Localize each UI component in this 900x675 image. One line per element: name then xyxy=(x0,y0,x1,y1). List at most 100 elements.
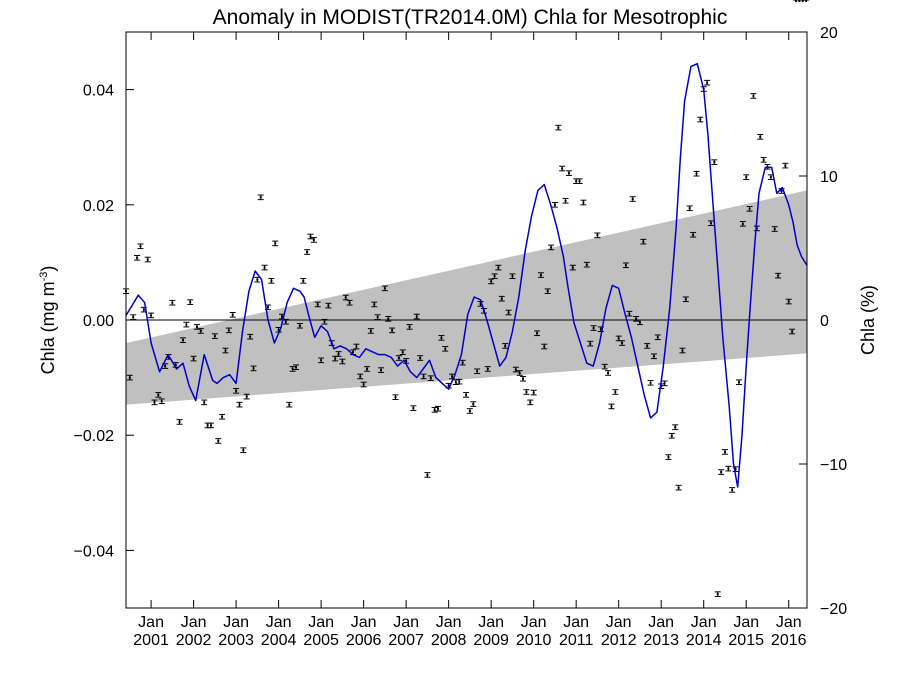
x-tick-month: Jan xyxy=(308,614,334,631)
data-point xyxy=(442,345,449,352)
data-point xyxy=(629,196,636,202)
data-point xyxy=(236,401,243,408)
x-tick-month: Jan xyxy=(648,614,674,631)
x-tick-year: 2007 xyxy=(388,632,424,649)
data-point xyxy=(739,221,746,227)
data-point xyxy=(144,256,151,263)
data-point xyxy=(488,278,495,285)
right-axis: 20 10 0 −10 −20 xyxy=(799,25,847,618)
data-point xyxy=(785,298,792,305)
right-tick-label: −20 xyxy=(820,601,847,618)
data-point xyxy=(126,374,133,381)
data-point xyxy=(201,399,208,406)
x-tick-month: Jan xyxy=(436,614,462,631)
data-point xyxy=(282,318,289,325)
right-axis-label: Chla (%) xyxy=(858,285,878,355)
data-point xyxy=(619,340,626,346)
data-point xyxy=(410,405,417,411)
data-point xyxy=(466,408,473,414)
data-point xyxy=(427,375,434,381)
data-point xyxy=(257,194,264,201)
data-point xyxy=(364,366,371,372)
trend-band-layer xyxy=(126,190,807,405)
data-point xyxy=(530,389,537,396)
data-point xyxy=(215,438,222,444)
x-tick-month: Jan xyxy=(351,614,377,631)
data-point xyxy=(771,226,778,232)
data-point xyxy=(799,0,806,2)
data-point xyxy=(718,469,725,475)
data-point xyxy=(371,301,378,308)
data-point xyxy=(654,334,661,341)
data-point xyxy=(225,327,232,334)
data-point xyxy=(562,197,569,204)
x-tick-year: 2001 xyxy=(133,632,169,649)
trend-band xyxy=(126,190,807,405)
x-tick-year: 2008 xyxy=(431,632,467,649)
data-point xyxy=(219,413,226,420)
data-point xyxy=(746,206,753,212)
data-point xyxy=(650,353,657,360)
data-point xyxy=(176,419,183,425)
x-tick-year: 2006 xyxy=(346,632,382,649)
data-point xyxy=(438,335,445,341)
data-point xyxy=(743,174,750,180)
data-point xyxy=(300,278,307,284)
data-point xyxy=(385,316,392,322)
data-point xyxy=(474,368,481,375)
left-tick-label: −0.02 xyxy=(74,428,115,445)
data-point xyxy=(413,313,420,320)
data-point xyxy=(392,394,399,400)
data-point xyxy=(803,0,810,2)
data-point xyxy=(360,381,367,388)
data-point xyxy=(509,273,516,280)
x-tick-year: 2010 xyxy=(516,632,552,649)
x-tick-year: 2013 xyxy=(643,632,679,649)
x-tick-month: Jan xyxy=(563,614,589,631)
x-tick-month: Jan xyxy=(521,614,547,631)
x-tick-month: Jan xyxy=(181,614,207,631)
data-point xyxy=(527,399,534,406)
data-point xyxy=(130,314,137,320)
data-point xyxy=(272,240,279,247)
data-point xyxy=(697,116,704,123)
data-point xyxy=(293,364,300,371)
data-point xyxy=(399,349,406,356)
x-tick-year: 2014 xyxy=(686,632,722,649)
data-point xyxy=(155,392,162,398)
data-point xyxy=(523,389,530,395)
data-point xyxy=(342,294,349,301)
data-point xyxy=(247,333,254,340)
data-point xyxy=(505,309,512,316)
x-tick-year: 2015 xyxy=(728,632,764,649)
data-point xyxy=(435,405,442,412)
data-point xyxy=(640,238,647,245)
data-point xyxy=(470,401,477,407)
data-point xyxy=(417,355,424,361)
data-point xyxy=(148,312,155,319)
data-point xyxy=(389,327,396,334)
left-axis-label-text: Chla (mg m xyxy=(38,281,58,374)
data-point xyxy=(725,465,732,472)
x-tick-month: Jan xyxy=(223,614,249,631)
data-point xyxy=(565,170,572,176)
data-point xyxy=(491,273,498,280)
x-tick-year: 2016 xyxy=(771,632,807,649)
data-point xyxy=(775,272,782,279)
data-point xyxy=(304,249,311,255)
left-axis-label: Chla (mg m-3) xyxy=(38,266,58,375)
data-point xyxy=(711,159,718,165)
data-point xyxy=(679,347,686,354)
data-point xyxy=(243,393,250,400)
data-point xyxy=(151,399,158,406)
x-tick-year: 2005 xyxy=(303,632,339,649)
data-point xyxy=(250,365,257,372)
data-point xyxy=(682,296,689,303)
data-point xyxy=(573,178,580,184)
data-point xyxy=(289,366,296,372)
data-point xyxy=(569,264,576,271)
left-axis-label-close: ) xyxy=(38,266,58,272)
right-tick-label: 20 xyxy=(820,25,838,42)
data-point xyxy=(796,0,803,2)
data-point xyxy=(318,357,325,364)
